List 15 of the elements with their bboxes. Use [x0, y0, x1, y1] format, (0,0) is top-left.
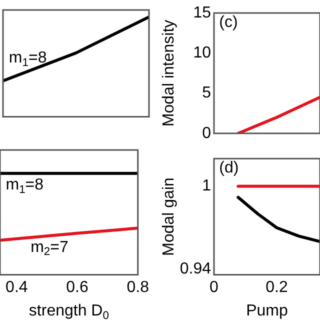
annotation: (d): [219, 159, 239, 176]
x-tick-label: 0.2: [266, 278, 288, 296]
y-tick-label: 1: [202, 178, 212, 195]
x-tick-label: 0.6: [66, 278, 88, 296]
y-tick-label: 0.94: [180, 260, 212, 278]
y-tick-label: 15: [193, 4, 212, 22]
x-axis-title: Pump: [246, 302, 288, 320]
x-tick-label: 0.8: [126, 278, 150, 296]
annotation: (c): [219, 14, 238, 32]
y-tick-label: 10: [193, 44, 212, 62]
y-tick-label: 5: [202, 84, 212, 102]
x-tick-label: 0.4: [6, 278, 28, 296]
y-axis-title: Modal gain: [160, 178, 178, 256]
y-axis-title: Modal intensity: [160, 20, 178, 127]
y-tick-label: 0: [202, 124, 212, 142]
